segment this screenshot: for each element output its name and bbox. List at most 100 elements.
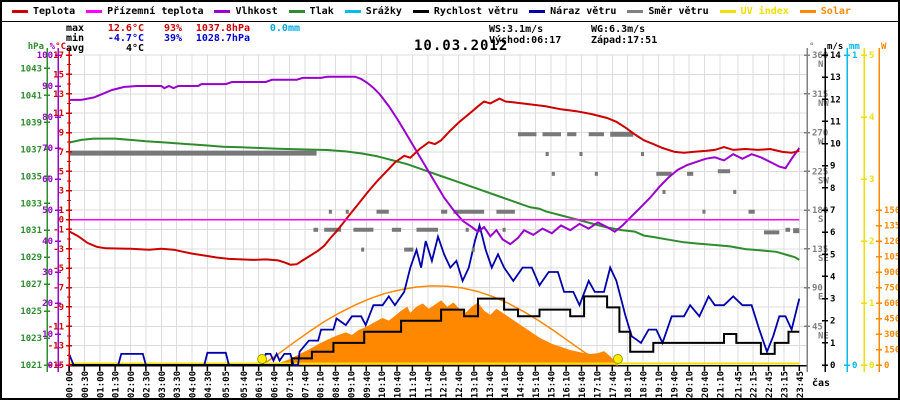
svg-text:0: 0 (59, 216, 64, 226)
legend-item-prizemni-teplota: Přízemní teplota (86, 6, 203, 17)
svg-text:225: 225 (812, 167, 828, 177)
svg-text:1037: 1037 (20, 145, 42, 155)
svg-text:23:45: 23:45 (796, 371, 806, 398)
stat-avg-label: avg (66, 43, 85, 54)
svg-text:1200: 1200 (884, 237, 900, 247)
stat-max-pressure: 1037.8hPa (195, 23, 250, 34)
svg-text:1350: 1350 (884, 222, 900, 232)
svg-text:07:10: 07:10 (286, 371, 296, 398)
svg-text:0: 0 (869, 361, 874, 371)
svg-text:60: 60 (42, 175, 53, 185)
svg-text:14:10: 14:10 (501, 371, 511, 398)
stat-min-label: min (66, 33, 85, 44)
legend-item-naraz-vetru: Náraz větru (529, 6, 616, 17)
svg-text:20: 20 (42, 299, 53, 309)
svg-text:750: 750 (884, 284, 900, 294)
legend-item-vlhkost: Vlhkost (214, 6, 278, 17)
svg-text:-11: -11 (48, 322, 64, 332)
svg-text:13: 13 (53, 90, 64, 100)
legend-bar: Teplota Přízemní teplota Vlhkost Tlak Srážky… (2, 2, 898, 22)
legend-label: Přízemní teplota (107, 6, 204, 17)
stat-wind-speed: WS:3.1m/s (489, 24, 544, 35)
svg-text:10:10: 10:10 (378, 371, 388, 398)
svg-text:-15: -15 (48, 361, 64, 371)
stat-min-pressure: 1028.7hPa (195, 33, 250, 44)
legend-item-uv-index: UV index (719, 6, 789, 17)
svg-text:20:10: 20:10 (686, 371, 696, 398)
svg-text:02:00: 02:00 (127, 371, 137, 398)
svg-text:1033: 1033 (20, 199, 42, 209)
svg-text:40: 40 (42, 237, 53, 247)
svg-text:-5: -5 (53, 264, 64, 274)
pressure-axis: hPa 1043 1041 1039 1037 1035 1033 1031 1029 1027 1… (20, 42, 50, 372)
svg-text:11: 11 (53, 109, 64, 119)
svg-text:1031: 1031 (20, 226, 42, 236)
svg-text:150: 150 (884, 346, 900, 356)
svg-text:02:30: 02:30 (142, 371, 152, 398)
svg-text:30: 30 (42, 268, 53, 278)
svg-text:5: 5 (59, 167, 64, 177)
legend-label: Náraz větru (550, 6, 617, 17)
svg-text:1: 1 (59, 206, 64, 216)
svg-text:1: 1 (830, 339, 835, 349)
svg-text:hPa: hPa (28, 42, 44, 52)
legend-item-solar: Solar (799, 6, 851, 17)
srazky-swatch-icon (344, 10, 361, 13)
legend-label: Vlhkost (235, 6, 278, 17)
rain-axis: mm1 0 (844, 42, 860, 372)
svg-text:-3: -3 (53, 245, 64, 255)
svg-text:01:00: 01:00 (96, 371, 106, 398)
svg-text:05:40: 05:40 (240, 371, 250, 398)
svg-text:00:30: 00:30 (81, 371, 91, 398)
svg-text:09:10: 09:10 (347, 371, 357, 398)
series-solar-theoretical (261, 285, 619, 366)
svg-text:00:00: 00:00 (66, 371, 76, 398)
svg-text:1: 1 (869, 299, 874, 309)
svg-text:4: 4 (869, 113, 875, 123)
svg-text:16:10: 16:10 (563, 371, 573, 398)
svg-text:W: W (881, 42, 887, 52)
svg-text:1041: 1041 (20, 91, 42, 101)
series-vlhkost (69, 75, 801, 246)
svg-text:100: 100 (37, 51, 53, 61)
svg-text:3: 3 (59, 187, 64, 197)
svg-text:10: 10 (42, 330, 53, 340)
tlak-swatch-icon (288, 10, 305, 13)
svg-text:05:05: 05:05 (222, 371, 232, 398)
svg-text:SE: SE (818, 254, 829, 264)
svg-text:50: 50 (42, 206, 53, 216)
legend-item-rychlost-vetru: Rychlost větru (412, 6, 519, 17)
svg-text:11: 11 (830, 117, 841, 127)
svg-text:12:10: 12:10 (440, 371, 450, 398)
legend-item-tlak: Tlak (288, 6, 334, 17)
svg-text:7: 7 (59, 148, 64, 158)
svg-text:1027: 1027 (20, 280, 42, 290)
svg-text:08:40: 08:40 (332, 371, 342, 398)
svg-text:18:10: 18:10 (624, 371, 634, 398)
svg-text:14:40: 14:40 (517, 371, 527, 398)
svg-text:0: 0 (48, 361, 53, 371)
svg-text:15:40: 15:40 (547, 371, 557, 398)
stat-max-temp: 12.6°C (107, 23, 144, 34)
sun-markers (257, 354, 623, 364)
svg-text:1035: 1035 (20, 172, 42, 182)
legend-label: Rychlost větru (433, 6, 519, 17)
svg-text:135: 135 (812, 245, 828, 255)
svg-text:19:40: 19:40 (670, 371, 680, 398)
stat-max-rain: 0.0mm (269, 23, 300, 34)
series (68, 75, 801, 366)
svg-text:W: W (818, 138, 824, 148)
sun-marker-icon (612, 354, 623, 364)
svg-text:900: 900 (884, 268, 900, 278)
svg-text:1039: 1039 (20, 118, 42, 128)
svg-text:09:40: 09:40 (363, 371, 373, 398)
wind-sun-stats: WS:3.1m/s WG:6.3m/s Východ:06:17 Západ:1… (489, 24, 657, 46)
sun-marker-icon (257, 354, 268, 364)
rychlost-vetru-swatch-icon (412, 10, 429, 13)
svg-text:4: 4 (830, 272, 836, 282)
svg-text:14: 14 (830, 51, 841, 61)
date-title: 10.03.2012 (414, 38, 509, 54)
svg-text:13:10: 13:10 (470, 371, 480, 398)
